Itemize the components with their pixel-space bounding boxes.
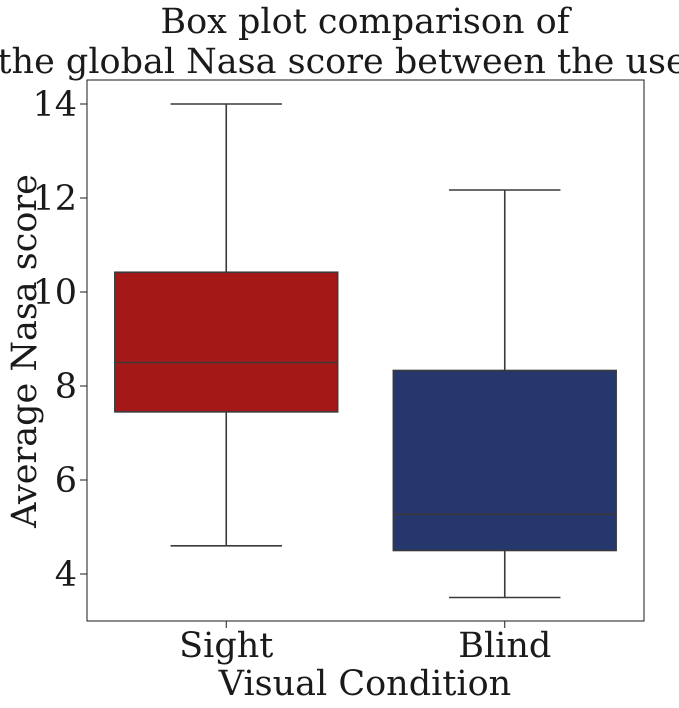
x-axis-label: Visual Condition (218, 664, 511, 704)
y-tick-label: 6 (55, 461, 77, 501)
box-sight (114, 103, 339, 547)
y-tick-label: 4 (55, 555, 77, 595)
x-tick-label: Blind (458, 626, 551, 666)
chart-title-line-1: Box plot comparison of (160, 2, 572, 42)
box-series (114, 103, 617, 599)
chart-title-line-2: the global Nasa score between the users. (0, 42, 679, 82)
y-axis-label: Average Nasa score (5, 174, 45, 529)
y-tick-label: 12 (32, 179, 77, 219)
plot-area-frame (86, 79, 645, 622)
y-axis: 4 6 8 10 12 14 (32, 85, 87, 595)
box-iqr (392, 369, 617, 552)
x-tick-label: Sight (179, 626, 273, 666)
y-tick-label: 8 (55, 367, 77, 407)
box-blind (392, 189, 617, 599)
box-iqr (114, 271, 339, 413)
x-axis: Sight Blind (179, 621, 551, 666)
y-tick-label: 10 (32, 273, 77, 313)
y-tick-label: 14 (32, 85, 77, 125)
